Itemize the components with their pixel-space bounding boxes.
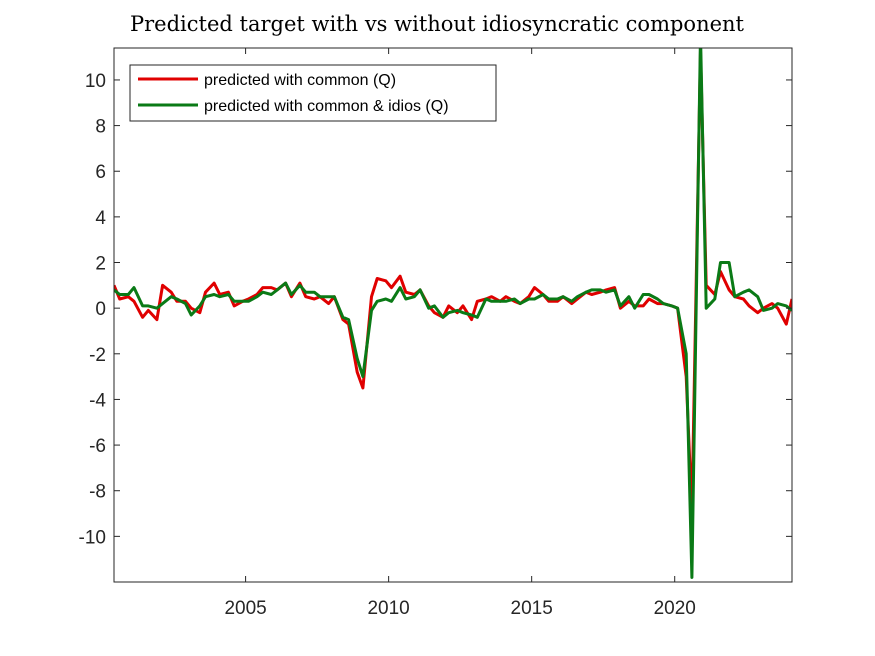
legend: predicted with common (Q) predicted with … bbox=[129, 64, 497, 122]
y-tick-label: 0 bbox=[95, 299, 106, 320]
y-tick-label: -6 bbox=[89, 436, 106, 457]
y-tick-label: 2 bbox=[95, 254, 106, 275]
y-tick-label: -2 bbox=[89, 345, 106, 366]
x-tick-label: 2005 bbox=[224, 598, 266, 619]
plot-frame bbox=[113, 47, 793, 583]
y-tick-label: 6 bbox=[95, 162, 106, 183]
y-tick-label: -8 bbox=[89, 482, 106, 503]
x-tick-label: 2020 bbox=[654, 598, 696, 619]
y-tick-label: -4 bbox=[89, 390, 106, 411]
series-line-2 bbox=[114, 48, 792, 579]
legend-label-2: predicted with common & idios (Q) bbox=[204, 98, 449, 115]
y-tick-label: 8 bbox=[95, 117, 106, 138]
series-layer bbox=[114, 48, 792, 579]
legend-box bbox=[129, 64, 497, 122]
x-tick-label: 2015 bbox=[511, 598, 553, 619]
y-tick-label: -10 bbox=[79, 527, 106, 548]
axis-ticks: -10 -8 -6 -4 -2 0 2 4 6 8 10 2005 2010 2015 2020 bbox=[79, 48, 792, 619]
y-tick-label: 10 bbox=[85, 71, 106, 92]
x-tick-label: 2010 bbox=[367, 598, 409, 619]
y-tick-label: 4 bbox=[95, 208, 106, 229]
legend-label-1: predicted with common (Q) bbox=[204, 72, 396, 89]
chart-title: Predicted target with vs without idiosyn… bbox=[130, 12, 745, 36]
